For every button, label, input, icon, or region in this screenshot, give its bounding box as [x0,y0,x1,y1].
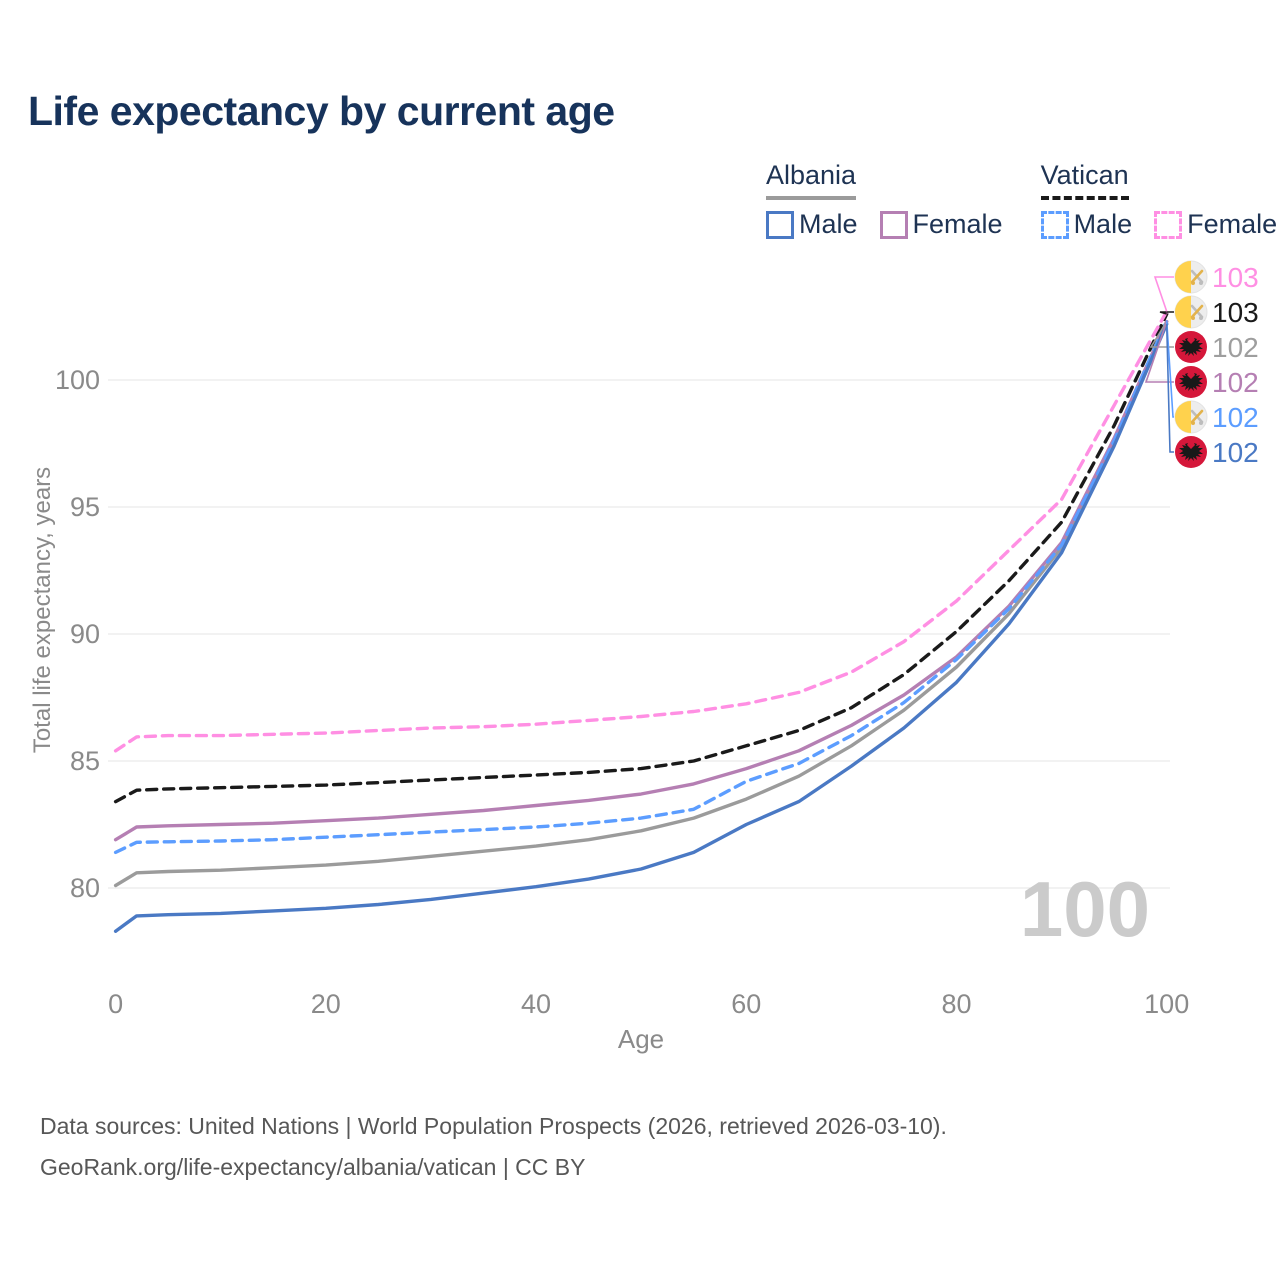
vatican-key-bow [1199,421,1203,425]
legend-label: Female [912,209,1003,239]
leader-line [1144,321,1174,383]
end-labels: 102 102 102 102 103 103 [1174,260,1259,468]
y-tick-label: 90 [70,619,100,649]
x-tick-label: 80 [941,989,971,1019]
albania-male-swatch-icon [766,210,794,239]
vatican-key-bow [1191,421,1195,425]
vatican-flag-yellow-half [1175,296,1191,328]
albania-eagle [1179,338,1203,356]
flag-icon-vatican [1174,295,1208,329]
leader-line [1165,320,1174,418]
end-value-label: 102 [1212,367,1259,398]
legend-header-vatican[interactable]: Vatican [1040,160,1129,200]
vatican-key-bow [1199,281,1203,285]
vatican-flag-yellow-half [1175,401,1191,433]
x-tick-label: 100 [1144,989,1189,1019]
vatican-key-gold [1190,269,1204,284]
legend: Albania Male Female Vatican Male [766,160,1277,240]
legend-item-albania-female[interactable]: Female [879,209,1003,240]
flag-icon-vatican [1174,260,1208,294]
series-line-albania-female [113,319,1169,842]
series-line-vatican-both [113,312,1169,804]
legend-label: Male [799,209,858,239]
leader-line [1165,324,1174,453]
legend-label: Female [1187,209,1278,239]
y-axis-ticks: 80 85 90 95 100 [55,365,100,903]
footer: Data sources: United Nations | World Pop… [40,1106,1240,1188]
legend-label: Male [1073,209,1133,239]
y-tick-label: 100 [55,365,100,395]
flag-icon-albania [1175,331,1207,363]
leader-line [1153,276,1174,312]
attribution-line: GeoRank.org/life-expectancy/albania/vati… [40,1154,586,1180]
x-tick-label: 20 [311,989,341,1019]
y-tick-label: 95 [70,492,100,522]
vatican-flag-yellow-half [1175,261,1191,293]
vatican-female-swatch-icon [1154,210,1183,239]
x-axis-title: Age [618,1024,664,1054]
flag-icon-albania [1175,366,1207,398]
vatican-key-gold [1190,304,1204,319]
albania-female-swatch-icon [879,210,908,239]
leader-lines [1144,276,1174,453]
legend-item-vatican-male[interactable]: Male [1040,209,1133,240]
flag-icon-vatican [1174,400,1208,434]
legend-item-albania-male[interactable]: Male [766,209,858,240]
legend-item-vatican-female[interactable]: Female [1154,209,1277,240]
series-line-vatican-male [113,318,1169,855]
legend-group-albania: Albania Male Female [766,160,1003,240]
end-value-label: 102 [1212,402,1259,433]
vatican-key-bow [1199,316,1203,320]
legend-header-albania[interactable]: Albania [766,160,857,200]
series-line-albania-male [113,322,1169,933]
vatican-key-bow [1191,281,1195,285]
legend-group-vatican: Vatican Male Female [1040,160,1277,240]
x-tick-label: 0 [108,989,123,1019]
vatican-male-swatch-icon [1040,210,1069,239]
vatican-key-gold [1190,409,1204,424]
x-tick-label: 40 [521,989,551,1019]
end-value-label: 103 [1212,262,1259,293]
flag-icon-albania [1175,436,1207,468]
line-chart: 100 80 85 90 95 100 0 20 40 60 80 100 Total life … [29,260,1259,1054]
series-lines [113,309,1169,933]
series-line-albania-both [113,319,1169,888]
age-watermark: 100 [1020,865,1150,953]
albania-eagle [1179,443,1203,461]
y-axis-title: Total life expectancy, years [29,467,56,753]
leader-line [1159,311,1174,315]
vatican-key-bow [1191,316,1195,320]
leader-line [1149,321,1174,348]
albania-eagle [1179,373,1203,391]
y-tick-label: 85 [70,746,100,776]
x-axis-ticks: 0 20 40 60 80 100 [108,989,1189,1019]
end-value-label: 102 [1212,437,1259,468]
end-value-label: 102 [1212,332,1259,363]
y-tick-label: 80 [70,873,100,903]
x-tick-label: 60 [731,989,761,1019]
gridlines [108,379,1170,889]
data-sources-line: Data sources: United Nations | World Pop… [40,1113,947,1139]
page-title: Life expectancy by current age [28,88,615,134]
series-line-vatican-female [113,309,1169,753]
end-value-label: 103 [1212,297,1259,328]
